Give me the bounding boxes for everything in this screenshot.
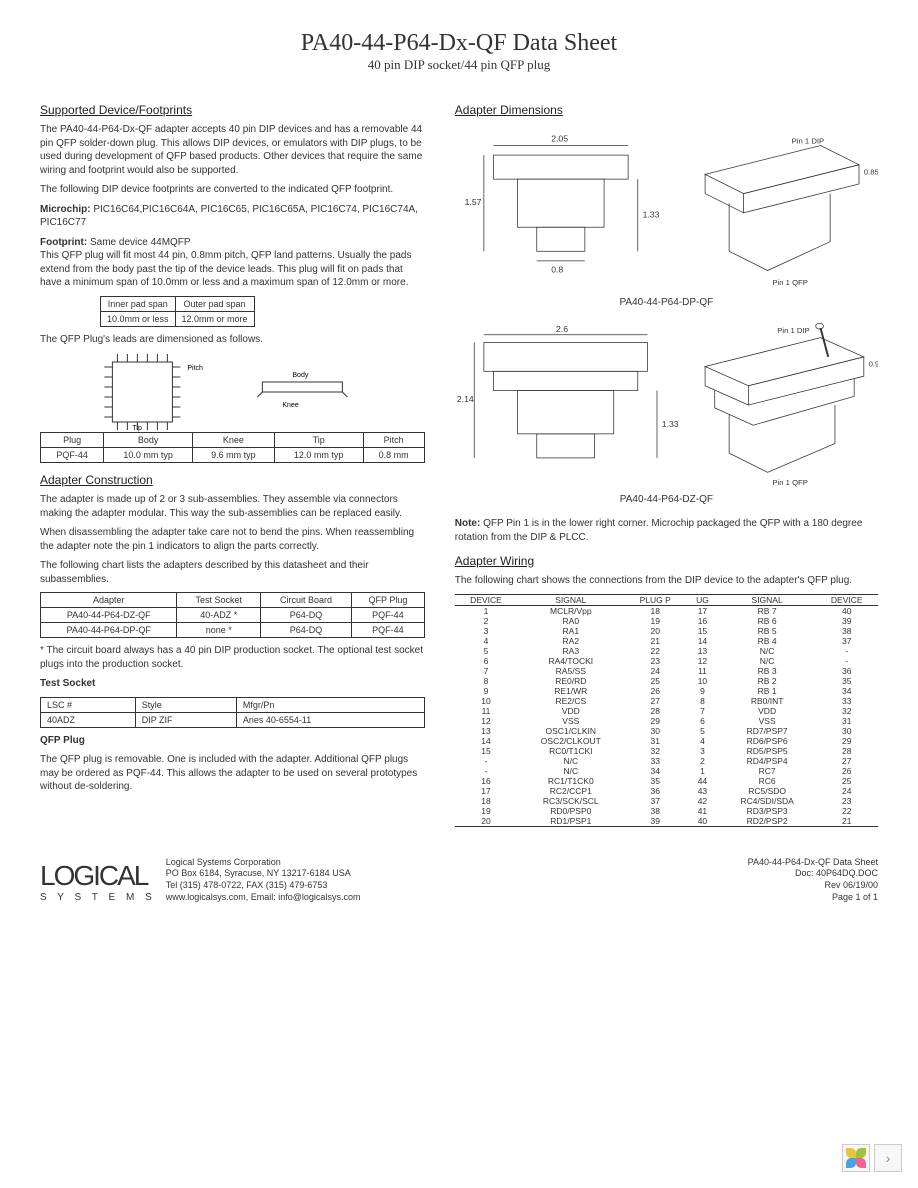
wiring-intro: The following chart shows the connection… [455,574,878,588]
pager-logo-button[interactable] [842,1144,870,1172]
diagram-caption-dz: PA40-44-P64-DZ-QF [455,494,878,505]
wiring-row: 5RA32213N/C- [455,646,878,656]
svg-text:0.85: 0.85 [864,167,878,176]
section-construction: Adapter Construction [40,473,425,487]
construction-p1: The adapter is made up of 2 or 3 sub-ass… [40,493,425,520]
page-subtitle: 40 pin DIP socket/44 pin QFP plug [40,57,878,73]
svg-text:2.6: 2.6 [556,324,568,334]
wiring-row: -N/C341RC726 [455,766,878,776]
page-title: PA40-44-P64-Dx-QF Data Sheet [40,30,878,57]
svg-text:Tip: Tip [132,425,142,432]
svg-text:0.8: 0.8 [551,264,563,274]
svg-text:1.33: 1.33 [662,419,679,429]
qfp-plug-heading: QFP Plug [40,735,85,746]
wiring-row: 3RA12015RB 538 [455,626,878,636]
wiring-row: 8RE0/RD2510RB 235 [455,676,878,686]
wiring-row: 1MCLR/Vpp1817RB 740 [455,605,878,616]
svg-text:2.05: 2.05 [551,134,568,144]
construction-p2: When disassembling the adapter take care… [40,526,425,553]
next-page-button[interactable]: › [874,1144,902,1172]
wiring-row: 6RA4/TOCKI2312N/C- [455,656,878,666]
svg-text:Knee: Knee [282,402,298,409]
adapter-diagram-dz: 2.6 2.14 1.33 Pin 1 DIP 0.9 [455,320,878,490]
section-wiring: Adapter Wiring [455,554,878,568]
leads-intro: The QFP Plug's leads are dimensioned as … [40,333,425,347]
test-socket-heading: Test Socket [40,678,95,689]
wiring-row: 4RA22114RB 437 [455,636,878,646]
wiring-row: 16RC1/T1CK03544RC625 [455,776,878,786]
microchip-line: Microchip: PIC16C64,PIC16C64A, PIC16C65,… [40,203,425,230]
svg-text:Pin 1 QFP: Pin 1 QFP [772,478,807,487]
flower-icon [846,1148,866,1168]
svg-text:Pin 1 DIP: Pin 1 DIP [791,137,823,146]
svg-text:Body: Body [292,372,308,379]
wiring-row: 18RC3/SCK/SCL3742RC4/SDI/SDA23 [455,796,878,806]
svg-text:Pin 1 DIP: Pin 1 DIP [777,326,809,335]
svg-text:1.33: 1.33 [642,210,659,220]
svg-text:1.57: 1.57 [464,197,481,207]
svg-text:Pin 1 QFP: Pin 1 QFP [772,278,807,287]
diagram-caption-dp: PA40-44-P64-DP-QF [455,297,878,308]
adapter-note: * The circuit board always has a 40 pin … [40,644,425,671]
section-supported: Supported Device/Footprints [40,103,425,117]
company-logo: LOGICAL S Y S T E M S Logical Systems Co… [40,857,360,904]
plug-dim-table: PlugBodyKneeTipPitch PQF-4410.0 mm typ9.… [40,432,425,463]
qfp-leads-diagram: Pitch Tip Body Knee [40,352,425,432]
chevron-right-icon: › [886,1150,891,1166]
wiring-row: 14OSC2/CLKOUT314RD6/PSP629 [455,736,878,746]
wiring-row: 12VSS296VSS31 [455,716,878,726]
wiring-row: 20RD1/PSP13940RD2/PSP221 [455,816,878,827]
footer-docinfo: PA40-44-P64-Dx-QF Data Sheet Doc: 40P64D… [748,857,878,904]
supported-p1: The PA40-44-P64-Dx-QF adapter accepts 40… [40,123,425,177]
wiring-row: 9RE1/WR269RB 134 [455,686,878,696]
wiring-row: 15RC0/T1CKI323RD5/PSP528 [455,746,878,756]
wiring-row: 19RD0/PSP03841RD3/PSP322 [455,806,878,816]
svg-text:0.9: 0.9 [868,360,878,369]
svg-text:Pitch: Pitch [187,365,203,372]
adapter-diagram-dp: 2.05 1.57 1.33 0.8 Pin 1 DIP 0.85 Pin 1 … [455,123,878,293]
wiring-row: -N/C332RD4/PSP427 [455,756,878,766]
footprint-line: Footprint: Same device 44MQFPThis QFP pl… [40,236,425,290]
pad-span-table: Inner pad spanOuter pad span 10.0mm or l… [100,296,255,327]
qfp-plug-text: The QFP plug is removable. One is includ… [40,753,425,794]
wiring-row: 13OSC1/CLKIN305RD7/PSP730 [455,726,878,736]
supported-p2: The following DIP device footprints are … [40,183,425,197]
wiring-table: DEVICESIGNALPLUG PUGSIGNALDEVICE 1MCLR/V… [455,594,878,827]
svg-text:2.14: 2.14 [457,394,474,404]
wiring-row: 17RC2/CCP13643RC5/SDO24 [455,786,878,796]
adapter-table: AdapterTest SocketCircuit BoardQFP Plug … [40,592,425,638]
wiring-row: 11VDD287VDD32 [455,706,878,716]
construction-p3: The following chart lists the adapters d… [40,559,425,586]
section-dimensions: Adapter Dimensions [455,103,878,117]
dimensions-note: Note: QFP Pin 1 is in the lower right co… [455,517,878,544]
wiring-row: 10RE2/CS278RB0/INT33 [455,696,878,706]
wiring-row: 7RA5/SS2411RB 336 [455,666,878,676]
test-socket-table: LSC #StyleMfgr/Pn 40ADZDIP ZIFAries 40-6… [40,697,425,728]
wiring-row: 2RA01916RB 639 [455,616,878,626]
